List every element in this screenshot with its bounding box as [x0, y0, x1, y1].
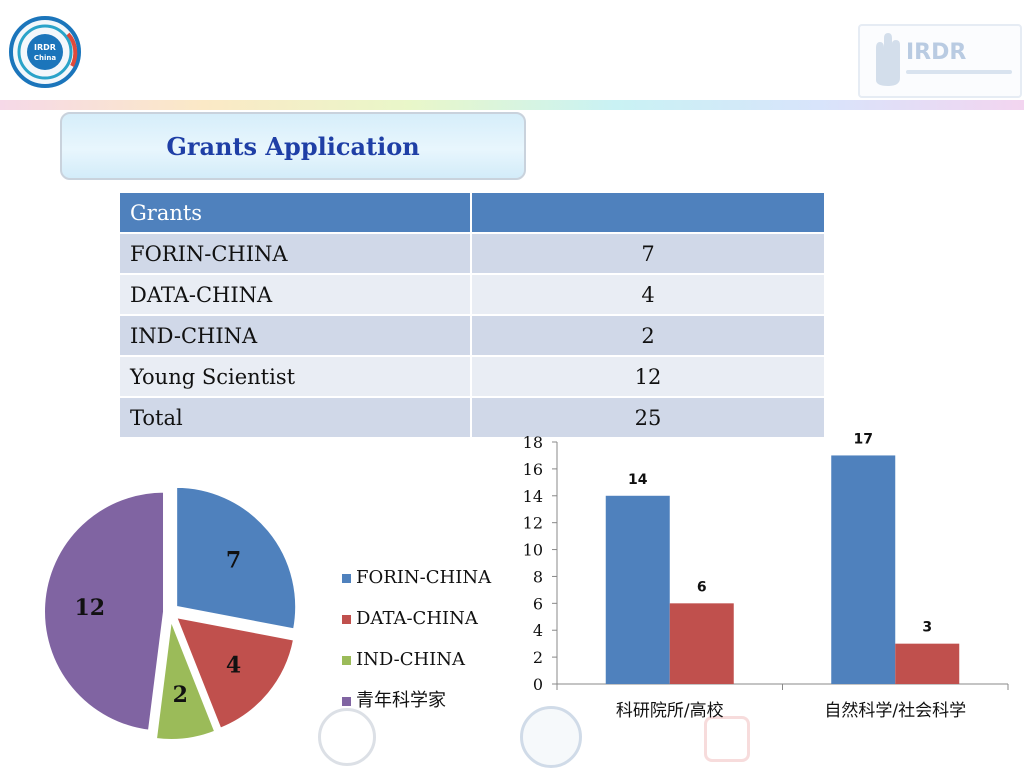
- y-tick-label: 16: [523, 460, 543, 479]
- y-tick-label: 6: [533, 594, 543, 613]
- pie-data-label: 2: [173, 682, 188, 708]
- legend-label: DATA-CHINA: [356, 608, 479, 629]
- irdr-china-logo: IRDR China: [9, 16, 81, 88]
- pie-data-label: 12: [74, 595, 105, 621]
- bar-data-label: 14: [628, 472, 648, 488]
- row-name: IND-CHINA: [118, 314, 472, 357]
- y-tick-label: 10: [523, 541, 543, 560]
- legend-swatch: [342, 656, 351, 665]
- y-tick-label: 14: [523, 487, 543, 506]
- y-tick-label: 2: [533, 648, 543, 667]
- legend-label: 青年科学家: [356, 690, 446, 711]
- row-value: 25: [470, 396, 826, 439]
- x-tick-label: 自然科学/社会科学: [824, 701, 966, 721]
- y-tick-label: 8: [533, 567, 543, 586]
- bar: [831, 455, 896, 684]
- legend-swatch: [342, 574, 351, 583]
- bar: [605, 495, 670, 684]
- hand-icon: [876, 33, 900, 86]
- legend-swatch: [342, 697, 351, 706]
- bar: [669, 603, 734, 684]
- page-title: Grants Application: [166, 131, 420, 161]
- irdr-logo-subline: [906, 70, 1012, 74]
- row-name: Total: [118, 396, 472, 439]
- pie-slice: [174, 615, 296, 730]
- table-row: Total 25: [118, 396, 826, 439]
- legend-label: FORIN-CHINA: [356, 567, 492, 588]
- row-value: 7: [470, 232, 826, 275]
- table-header-grants: Grants: [118, 191, 472, 234]
- seal-emblem-1: [318, 708, 376, 766]
- title-banner: Grants Application: [60, 112, 526, 180]
- y-tick-label: 0: [533, 675, 543, 694]
- row-value: 4: [470, 273, 826, 316]
- logo-text-line1: IRDR: [34, 43, 56, 52]
- table-header-row: Grants: [118, 191, 826, 234]
- bar: [895, 643, 960, 684]
- y-tick-label: 4: [533, 621, 543, 640]
- irdr-logo: IRDR: [858, 24, 1022, 98]
- table-row: IND-CHINA 2: [118, 314, 826, 357]
- pie-data-label: 4: [226, 653, 241, 679]
- table-row: Young Scientist 12: [118, 355, 826, 398]
- pie-slice: [43, 490, 166, 732]
- pie-slice: [175, 485, 298, 631]
- pie-data-label: 7: [226, 547, 241, 573]
- x-tick-label: 科研院所/高校: [616, 701, 724, 721]
- seal-emblem-2: [520, 706, 582, 768]
- bar-data-label: 6: [697, 579, 707, 595]
- y-tick-label: 12: [523, 514, 543, 533]
- irdr-logo-text: IRDR: [906, 40, 967, 65]
- legend-label: IND-CHINA: [356, 649, 466, 670]
- row-name: Young Scientist: [118, 355, 472, 398]
- logo-text-line2: China: [34, 54, 57, 62]
- seal-emblem-3: [704, 716, 750, 762]
- table-header-count: [470, 191, 826, 234]
- row-value: 2: [470, 314, 826, 357]
- bar-data-label: 17: [854, 431, 873, 447]
- legend-swatch: [342, 615, 351, 624]
- grants-table: Grants FORIN-CHINA 7 DATA-CHINA 4 IND-CH…: [118, 191, 826, 439]
- header-divider: [0, 100, 1024, 110]
- y-tick-label: 18: [523, 433, 543, 452]
- bar-data-label: 3: [922, 620, 932, 636]
- table-row: DATA-CHINA 4: [118, 273, 826, 316]
- pie-slice: [154, 619, 217, 741]
- table-row: FORIN-CHINA 7: [118, 232, 826, 275]
- row-value: 12: [470, 355, 826, 398]
- row-name: FORIN-CHINA: [118, 232, 472, 275]
- row-name: DATA-CHINA: [118, 273, 472, 316]
